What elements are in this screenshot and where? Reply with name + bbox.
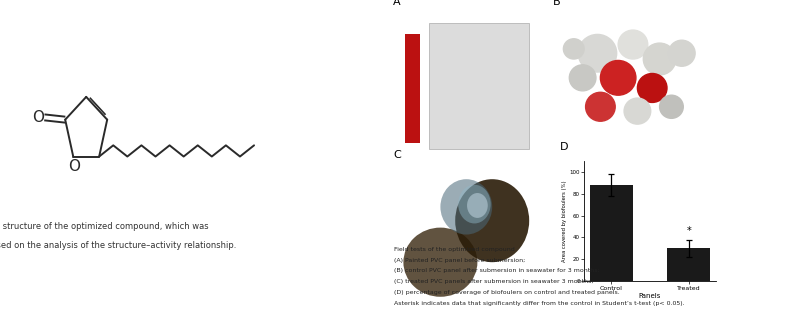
Text: (C) treated PVC panels after submersion in seawater 3 months;: (C) treated PVC panels after submersion … — [394, 279, 594, 284]
Y-axis label: Area covered by biofoulers (%): Area covered by biofoulers (%) — [562, 180, 566, 262]
Ellipse shape — [455, 179, 530, 262]
Circle shape — [659, 95, 683, 118]
Text: A: A — [393, 0, 401, 7]
Ellipse shape — [458, 185, 490, 224]
Bar — [429, 23, 530, 149]
Text: O: O — [32, 110, 44, 125]
Text: C: C — [393, 150, 401, 160]
Circle shape — [643, 43, 676, 75]
Text: Chemical structure of the optimized compound, which was: Chemical structure of the optimized comp… — [0, 222, 209, 232]
Text: *: * — [686, 226, 691, 236]
Circle shape — [578, 34, 617, 72]
Ellipse shape — [467, 193, 488, 218]
Text: B: B — [553, 0, 561, 7]
Ellipse shape — [403, 228, 478, 297]
Ellipse shape — [441, 179, 492, 235]
Text: O: O — [68, 159, 80, 174]
Bar — [590, 185, 633, 281]
Text: (A) Painted PVC panel before submersion;: (A) Painted PVC panel before submersion; — [394, 258, 526, 263]
Circle shape — [624, 98, 650, 124]
Bar — [667, 248, 710, 281]
Circle shape — [669, 40, 695, 66]
Text: D: D — [560, 142, 569, 152]
Circle shape — [638, 73, 667, 102]
Text: synthesized based on the analysis of the structure–activity relationship.: synthesized based on the analysis of the… — [0, 241, 236, 250]
Circle shape — [570, 65, 596, 91]
Text: (B) control PVC panel after submersion in seawater for 3 months;: (B) control PVC panel after submersion i… — [394, 268, 600, 273]
X-axis label: Panels: Panels — [639, 294, 661, 299]
Text: Field tests of the optimized compound: Field tests of the optimized compound — [394, 247, 515, 252]
Circle shape — [586, 92, 615, 121]
Text: Asterisk indicates data that significantly differ from the control in Student’s : Asterisk indicates data that significant… — [394, 301, 685, 306]
Text: (D) percentage of coverage of biofoulers on control and treated panels.: (D) percentage of coverage of biofoulers… — [394, 290, 620, 295]
Circle shape — [563, 39, 584, 59]
Bar — [405, 34, 420, 143]
Circle shape — [600, 60, 636, 95]
Circle shape — [618, 30, 648, 59]
